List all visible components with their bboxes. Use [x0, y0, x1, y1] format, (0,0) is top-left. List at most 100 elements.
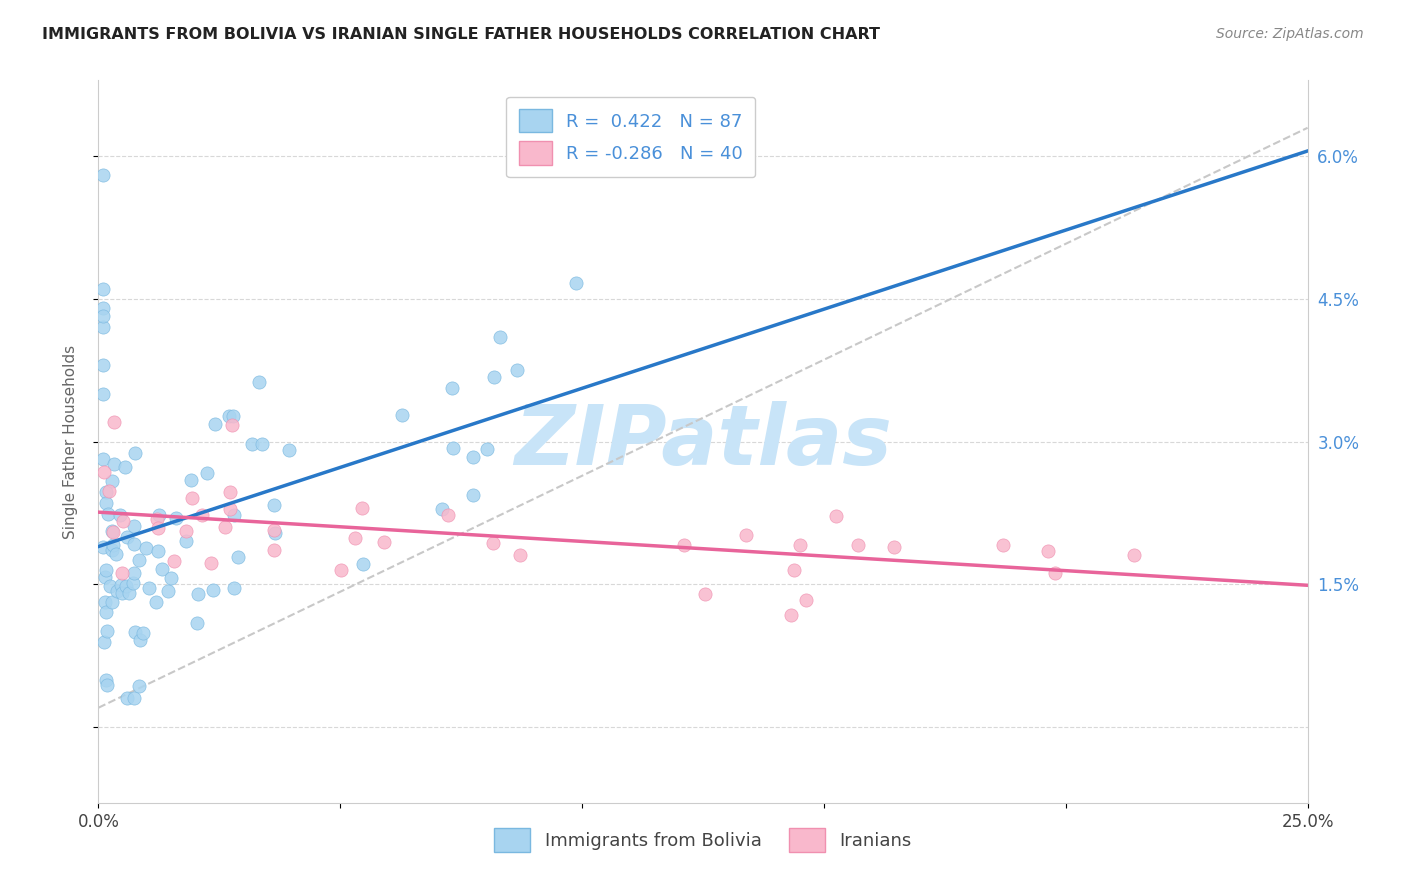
Point: [91, 282, 114, 296]
Point: [146, 544, 169, 558]
Point: [278, 443, 301, 458]
Point: [1122, 548, 1144, 562]
Point: [96, 496, 118, 510]
Point: [218, 409, 240, 424]
Point: [96, 605, 118, 619]
Point: [96, 563, 118, 577]
Point: [128, 679, 150, 693]
Point: [373, 535, 395, 549]
Point: [329, 563, 352, 577]
Point: [96, 624, 118, 639]
Point: [695, 587, 717, 601]
Point: [221, 418, 243, 433]
Point: [180, 473, 202, 487]
Point: [101, 524, 124, 539]
Point: [247, 375, 270, 389]
Point: [222, 409, 245, 423]
Point: [110, 508, 132, 522]
Point: [93, 309, 115, 323]
Point: [132, 625, 155, 640]
Point: [219, 485, 242, 500]
Point: [148, 508, 170, 522]
Point: [264, 526, 287, 541]
Point: [114, 460, 136, 475]
Point: [115, 691, 138, 706]
Point: [128, 553, 150, 567]
Point: [97, 484, 120, 499]
Point: [91, 301, 114, 316]
Point: [350, 500, 373, 515]
Legend: Immigrants from Bolivia, Iranians: Immigrants from Bolivia, Iranians: [486, 822, 920, 859]
Point: [94, 485, 117, 500]
Point: [103, 458, 125, 472]
Point: [122, 576, 145, 591]
Point: [145, 595, 167, 609]
Point: [846, 537, 869, 551]
Point: [825, 508, 848, 523]
Point: [96, 678, 118, 692]
Point: [430, 502, 453, 516]
Point: [145, 512, 167, 526]
Point: [219, 501, 242, 516]
Point: [91, 320, 114, 334]
Text: ZIPatlas: ZIPatlas: [515, 401, 891, 482]
Point: [200, 556, 222, 570]
Point: [250, 437, 273, 451]
Point: [783, 563, 806, 577]
Text: Source: ZipAtlas.com: Source: ZipAtlas.com: [1216, 27, 1364, 41]
Point: [489, 330, 512, 344]
Point: [191, 508, 214, 523]
Point: [481, 535, 503, 549]
Point: [122, 566, 145, 581]
Point: [150, 562, 173, 576]
Point: [159, 571, 181, 585]
Point: [181, 491, 204, 505]
Point: [991, 538, 1014, 552]
Point: [93, 465, 115, 479]
Point: [240, 437, 263, 451]
Point: [135, 541, 157, 555]
Point: [174, 524, 197, 538]
Point: [780, 608, 803, 623]
Point: [101, 538, 124, 552]
Point: [263, 543, 285, 558]
Point: [461, 488, 484, 502]
Point: [437, 508, 460, 523]
Point: [146, 520, 169, 534]
Point: [112, 514, 135, 528]
Point: [263, 498, 285, 512]
Point: [115, 530, 138, 544]
Point: [441, 381, 464, 395]
Point: [118, 585, 141, 599]
Point: [111, 586, 134, 600]
Point: [195, 466, 218, 480]
Point: [165, 511, 187, 525]
Point: [156, 584, 179, 599]
Point: [101, 474, 124, 488]
Point: [91, 359, 114, 373]
Point: [91, 452, 114, 467]
Point: [94, 570, 117, 584]
Point: [202, 583, 225, 598]
Point: [222, 508, 245, 523]
Point: [441, 441, 464, 455]
Point: [673, 539, 696, 553]
Point: [482, 370, 505, 384]
Point: [122, 537, 145, 551]
Point: [129, 632, 152, 647]
Point: [204, 417, 226, 431]
Point: [263, 523, 285, 537]
Point: [124, 446, 146, 460]
Point: [124, 625, 146, 640]
Point: [110, 578, 132, 592]
Point: [91, 540, 114, 554]
Point: [214, 520, 236, 534]
Point: [91, 387, 114, 401]
Point: [111, 566, 134, 581]
Point: [105, 547, 128, 561]
Point: [1036, 544, 1059, 558]
Point: [101, 524, 124, 539]
Point: [565, 277, 588, 291]
Point: [91, 169, 114, 183]
Point: [122, 691, 145, 706]
